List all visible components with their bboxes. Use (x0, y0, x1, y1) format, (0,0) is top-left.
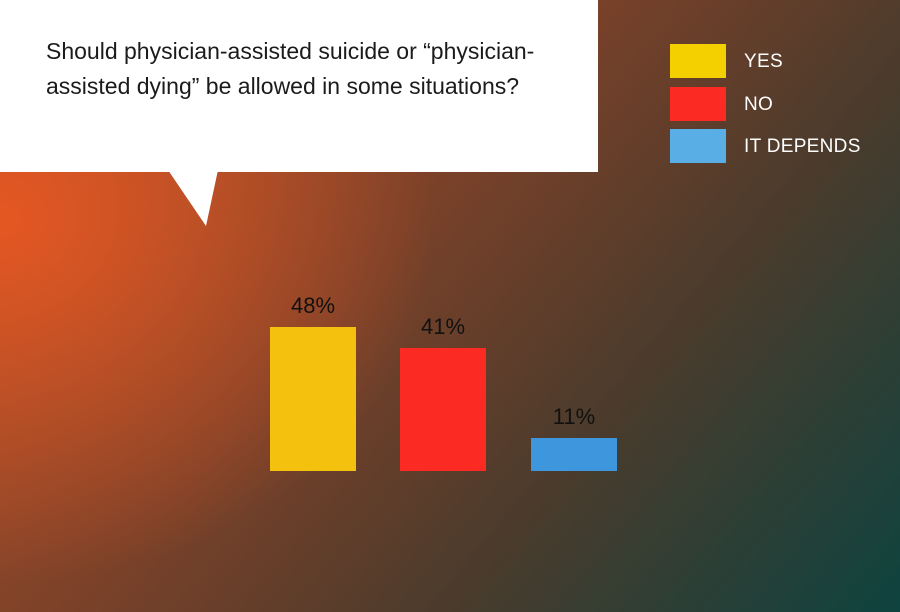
legend-swatch-it-depends (670, 129, 726, 163)
legend-item-no: NO (670, 87, 900, 121)
bar-yes (270, 327, 356, 471)
bar-it-depends (531, 438, 617, 471)
legend-swatch-yes (670, 44, 726, 78)
legend-item-it-depends: IT DEPENDS (670, 129, 900, 163)
question-bubble: Should physician-assisted suicide or “ph… (0, 0, 598, 172)
bar-no (400, 348, 486, 471)
legend-swatch-no (670, 87, 726, 121)
chart-title: Should physician-assisted suicide or “ph… (46, 38, 535, 99)
bar-value-label-no: 41% (421, 314, 465, 339)
bar-value-label-yes: 48% (291, 293, 335, 318)
bar-value-label-it-depends: 11% (553, 404, 595, 429)
legend-label-no: NO (744, 94, 774, 115)
legend-item-yes: YES (670, 44, 900, 78)
legend-label-it-depends: IT DEPENDS (744, 136, 861, 157)
legend-label-yes: YES (744, 51, 783, 72)
